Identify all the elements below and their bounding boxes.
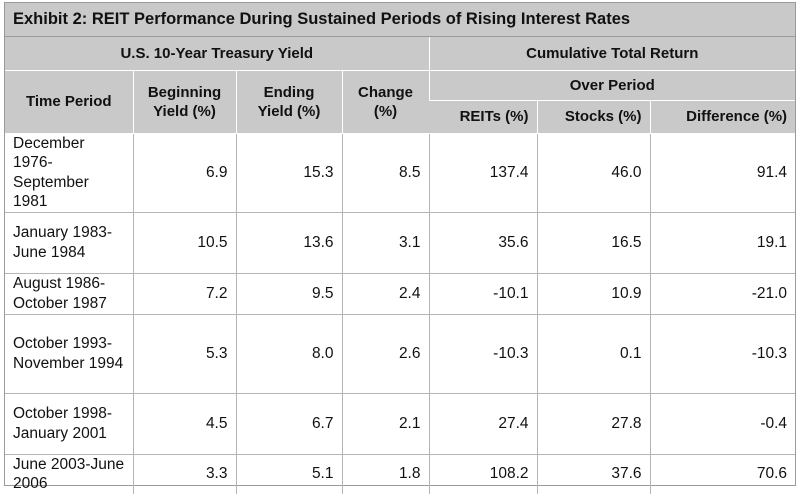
ending-yield-cell: 5.1 bbox=[235, 454, 342, 494]
table-row: June 2003-June 2006 3.3 5.1 1.8 108.2 37… bbox=[5, 454, 796, 494]
table-row: January 1983-June 1984 10.5 13.6 3.1 35.… bbox=[5, 212, 796, 274]
difference-header: Difference (%) bbox=[649, 100, 796, 134]
beginning-yield-cell: 6.9 bbox=[132, 133, 236, 213]
treasury-yield-group-header: U.S. 10-Year Treasury Yield bbox=[5, 37, 429, 71]
reits-cell: -10.1 bbox=[428, 273, 537, 315]
change-cell: 3.1 bbox=[341, 212, 429, 274]
stocks-cell: 16.5 bbox=[536, 212, 650, 274]
reits-cell: 108.2 bbox=[428, 454, 537, 494]
beginning-yield-cell: 3.3 bbox=[132, 454, 236, 494]
reits-cell: 35.6 bbox=[428, 212, 537, 274]
period-cell: October 1998-January 2001 bbox=[5, 393, 133, 455]
ending-yield-cell: 8.0 bbox=[235, 314, 342, 394]
ending-yield-cell: 15.3 bbox=[235, 133, 342, 213]
difference-cell: -0.4 bbox=[649, 393, 796, 455]
table-row: December 1976-September 1981 6.9 15.3 8.… bbox=[5, 133, 796, 213]
beginning-yield-cell: 10.5 bbox=[132, 212, 236, 274]
beginning-yield-cell: 7.2 bbox=[132, 273, 236, 315]
difference-cell: 19.1 bbox=[649, 212, 796, 274]
difference-cell: -21.0 bbox=[649, 273, 796, 315]
reit-performance-table: U.S. 10-Year Treasury Yield Cumulative T… bbox=[5, 37, 796, 494]
difference-cell: -10.3 bbox=[649, 314, 796, 394]
reits-cell: 27.4 bbox=[428, 393, 537, 455]
stocks-header: Stocks (%) bbox=[536, 100, 650, 134]
change-cell: 1.8 bbox=[341, 454, 429, 494]
period-cell: January 1983-June 1984 bbox=[5, 212, 133, 274]
change-header: Change (%) bbox=[341, 70, 429, 134]
ending-yield-header: Ending Yield (%) bbox=[235, 70, 342, 134]
table-row: October 1998-January 2001 4.5 6.7 2.1 27… bbox=[5, 393, 796, 455]
difference-cell: 70.6 bbox=[649, 454, 796, 494]
exhibit-table-container: Exhibit 2: REIT Performance During Susta… bbox=[4, 2, 796, 494]
stocks-cell: 27.8 bbox=[536, 393, 650, 455]
change-cell: 2.1 bbox=[341, 393, 429, 455]
table-row: August 1986-October 1987 7.2 9.5 2.4 -10… bbox=[5, 273, 796, 315]
change-cell: 2.4 bbox=[341, 273, 429, 315]
beginning-yield-cell: 4.5 bbox=[132, 393, 236, 455]
reits-cell: 137.4 bbox=[428, 133, 537, 213]
change-cell: 8.5 bbox=[341, 133, 429, 213]
stocks-cell: 0.1 bbox=[536, 314, 650, 394]
beginning-yield-header: Beginning Yield (%) bbox=[132, 70, 236, 134]
ending-yield-cell: 6.7 bbox=[235, 393, 342, 455]
over-period-header: Over Period bbox=[428, 70, 796, 101]
stocks-cell: 10.9 bbox=[536, 273, 650, 315]
ending-yield-cell: 13.6 bbox=[235, 212, 342, 274]
cumulative-return-group-header: Cumulative Total Return bbox=[428, 37, 796, 71]
beginning-yield-cell: 5.3 bbox=[132, 314, 236, 394]
difference-cell: 91.4 bbox=[649, 133, 796, 213]
table-body: December 1976-September 1981 6.9 15.3 8.… bbox=[5, 133, 796, 494]
change-cell: 2.6 bbox=[341, 314, 429, 394]
period-cell: August 1986-October 1987 bbox=[5, 273, 133, 315]
exhibit-title: Exhibit 2: REIT Performance During Susta… bbox=[5, 3, 795, 37]
reits-header: REITs (%) bbox=[429, 100, 537, 134]
stocks-cell: 46.0 bbox=[536, 133, 650, 213]
stocks-cell: 37.6 bbox=[536, 454, 650, 494]
ending-yield-cell: 9.5 bbox=[235, 273, 342, 315]
table-row: October 1993-November 1994 5.3 8.0 2.6 -… bbox=[5, 314, 796, 394]
time-period-header: Time Period bbox=[5, 70, 133, 134]
period-cell: December 1976-September 1981 bbox=[5, 133, 133, 213]
reits-cell: -10.3 bbox=[428, 314, 537, 394]
period-cell: October 1993-November 1994 bbox=[5, 314, 133, 394]
